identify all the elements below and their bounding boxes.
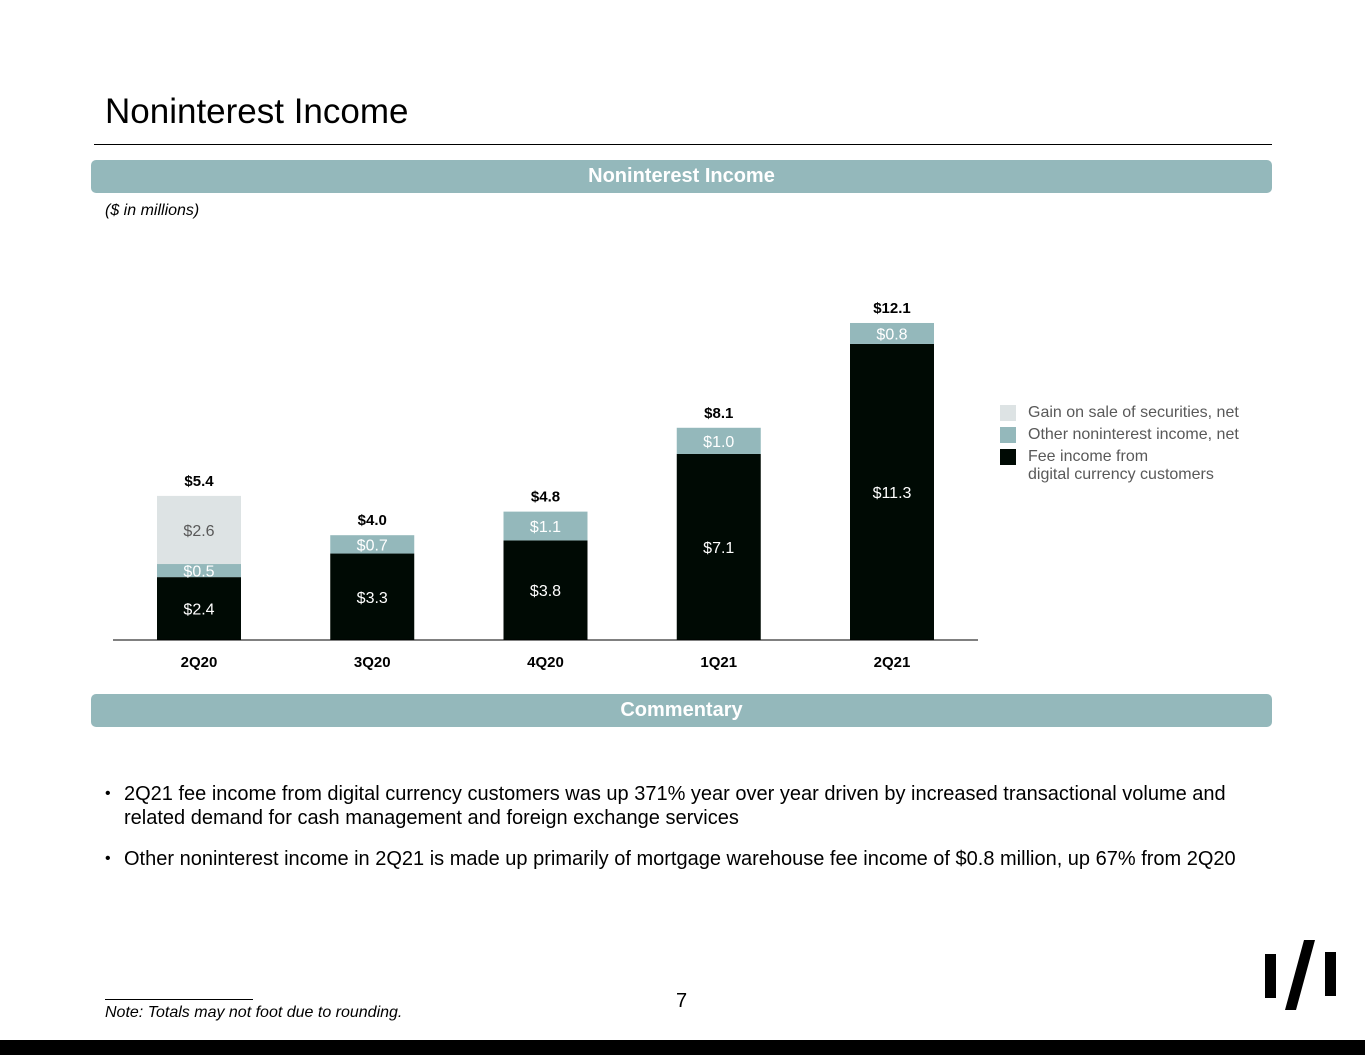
x-tick-label: 2Q21 [874, 654, 911, 671]
commentary-section-title: Commentary [620, 699, 743, 721]
commentary-bullet: 2Q21 fee income from digital currency cu… [105, 782, 1245, 830]
x-tick-label: 3Q20 [354, 654, 391, 671]
data-label: $1.0 [703, 434, 734, 451]
chart-legend: Gain on sale of securities, net Other non… [1000, 404, 1239, 488]
footnote: Note: Totals may not foot due to roundin… [105, 1004, 403, 1021]
footnote-divider [105, 999, 253, 1000]
data-label: $0.8 [876, 326, 907, 343]
data-label: $2.4 [183, 602, 214, 619]
total-label: $8.1 [704, 405, 733, 422]
commentary-section-header: Commentary [91, 694, 1272, 727]
data-label: $2.6 [183, 523, 214, 540]
bar-segment [503, 540, 588, 640]
legend-item: Fee income from digital currency custome… [1000, 448, 1239, 484]
legend-swatch [1000, 449, 1016, 465]
commentary-list: 2Q21 fee income from digital currency cu… [105, 782, 1245, 888]
total-label: $12.1 [873, 300, 911, 317]
title-divider [94, 144, 1272, 145]
legend-swatch [1000, 427, 1016, 443]
footer-bar [0, 1040, 1365, 1055]
data-label: $0.7 [357, 537, 388, 554]
bar-segment [676, 453, 761, 640]
data-label: $7.1 [703, 540, 734, 557]
bar-segment [157, 564, 241, 578]
x-tick-label: 2Q20 [181, 654, 218, 671]
data-label: $3.8 [530, 583, 561, 600]
bar-segment [330, 535, 415, 554]
bar-segment [676, 427, 761, 454]
total-label: $5.4 [184, 473, 214, 490]
units-label: ($ in millions) [105, 202, 200, 219]
chart-section-header: Noninterest Income [91, 160, 1272, 193]
data-label: $0.5 [183, 564, 214, 581]
bar-segment [503, 511, 588, 541]
bar-segment [330, 553, 415, 640]
legend-item: Gain on sale of securities, net [1000, 404, 1239, 422]
legend-label: Other noninterest income, net [1028, 426, 1239, 443]
chart-section-title: Noninterest Income [588, 165, 775, 187]
bar-segment [157, 495, 241, 565]
data-label: $1.1 [530, 519, 561, 536]
data-label: $3.3 [357, 590, 388, 607]
stacked-bar-chart: $2.4 $0.5 $2.6 $5.4 2Q20 $3.3 $0.7 $4.0 3Q20 $3.8… [113, 300, 978, 671]
legend-label: Fee income from digital currency custome… [1028, 448, 1214, 483]
total-label: $4.8 [531, 489, 560, 506]
legend-item: Other noninterest income, net [1000, 426, 1239, 444]
data-label: $11.3 [873, 485, 912, 502]
commentary-bullet: Other noninterest income in 2Q21 is made… [105, 847, 1245, 871]
company-logo-icon [1265, 940, 1336, 1010]
page-number: 7 [676, 990, 688, 1012]
page-title: Noninterest Income [105, 92, 409, 131]
legend-label: Gain on sale of securities, net [1028, 404, 1239, 421]
bar-segment [850, 322, 934, 344]
total-label: $4.0 [358, 512, 387, 529]
x-tick-label: 4Q20 [527, 654, 564, 671]
bar-segment [157, 577, 241, 640]
legend-swatch [1000, 405, 1016, 421]
x-tick-label: 1Q21 [700, 654, 737, 671]
bar-segment [850, 343, 934, 640]
